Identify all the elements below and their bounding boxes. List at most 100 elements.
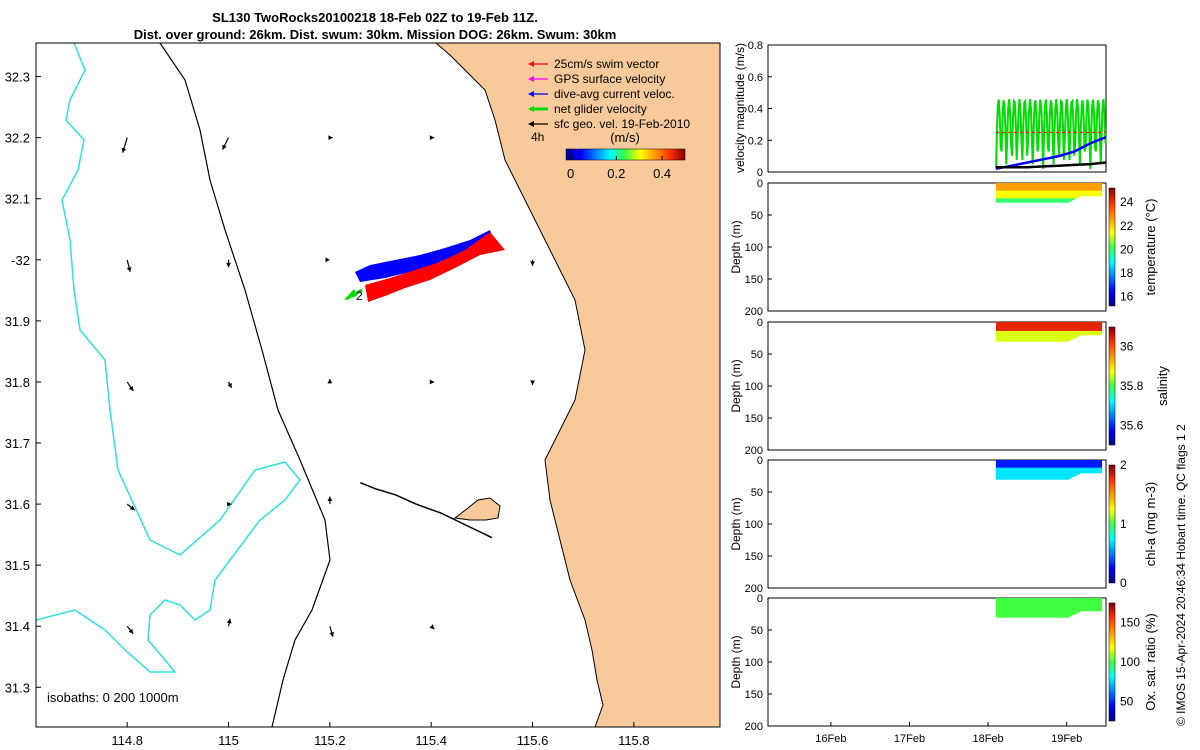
velocity-y-ticks: 0 0.2 0.4 0.6 0.8	[748, 40, 772, 179]
geo-vectors	[121, 135, 535, 637]
geo-vector-head	[226, 618, 232, 624]
depth-tick-label: 50	[751, 487, 763, 499]
colorbar-tick-label: 16	[1120, 290, 1134, 304]
depth-tick-label: 200	[745, 445, 763, 457]
depth-colorbar	[1108, 326, 1116, 446]
map-y-tick-label: 31.9	[5, 314, 30, 329]
section-cell	[995, 606, 1103, 609]
geo-vector-head	[429, 135, 435, 141]
section-cell	[995, 468, 1103, 471]
map-y-tick-label: -32	[11, 253, 30, 268]
depth-colorbar	[1108, 602, 1116, 722]
depth-tick-label: 50	[751, 625, 763, 637]
time-marker-label: 4h	[531, 130, 544, 144]
section-cell	[995, 322, 1103, 324]
section-cell	[995, 601, 1103, 604]
colorbar-label: salinity	[1155, 366, 1170, 406]
legend-swatch-head	[528, 121, 534, 127]
colorbar-tick-label: 35.8	[1120, 379, 1144, 393]
velocity-y-tick-label: 0.4	[748, 104, 763, 116]
depth-tick-label: 150	[745, 551, 763, 563]
colorbar-tick-label: 100	[1120, 655, 1140, 669]
geo-vector-head	[327, 378, 333, 384]
depth-tick-label: 0	[757, 178, 763, 190]
depth-tick-label: 100	[745, 519, 763, 531]
section-data	[995, 322, 1103, 342]
depth-ylabel: Depth (m)	[729, 497, 743, 550]
section-cell	[995, 614, 1073, 617]
depth-tick-label: 0	[757, 593, 763, 605]
section-cell	[995, 338, 1073, 341]
geo-vector-head	[329, 631, 334, 637]
depth-tick-label: 0	[757, 455, 763, 467]
section-cell	[995, 612, 1078, 614]
section-cell	[995, 608, 1103, 611]
colorbar-unit-label: (m/s)	[610, 130, 640, 145]
section-cell	[995, 324, 1103, 327]
colorbar-tick-label: 0	[1120, 576, 1127, 590]
geo-vector-head	[429, 379, 435, 385]
colorbar-label: chl-a (mg m-3)	[1143, 482, 1158, 567]
map-frame	[35, 42, 721, 728]
section-cell	[995, 463, 1103, 466]
map-colorbar-tick-label: 0.4	[653, 166, 671, 181]
isobath-200-line	[159, 43, 331, 727]
section-cell	[995, 609, 1103, 612]
velocity-y-tick-label: 0.2	[748, 135, 763, 147]
section-cell	[995, 323, 1103, 326]
legend-label: 25cm/s swim vector	[554, 57, 659, 71]
depth-ylabel: Depth (m)	[729, 220, 743, 273]
section-cell	[995, 462, 1103, 465]
geo-vector-head	[128, 385, 134, 391]
section-cell	[995, 193, 1103, 196]
geo-vector-head	[121, 147, 127, 153]
map-x-tick-label: 114.8	[111, 733, 143, 748]
depth-ylabel: Depth (m)	[729, 635, 743, 688]
time-tick-label: 19Feb	[1051, 733, 1082, 745]
map-x-tick-label: 115.2	[314, 733, 346, 748]
map-colorbar-ticks: 0 0.2 0.4	[567, 156, 671, 181]
section-cell	[995, 337, 1075, 340]
glider-track: 2	[344, 230, 505, 539]
depth-tick-label: 100	[745, 242, 763, 254]
current-velocity-series	[995, 135, 1107, 171]
map-y-tick-label: 32.1	[5, 192, 30, 207]
section-cell	[995, 188, 1103, 190]
current-vector-fan	[355, 230, 492, 282]
colorbar-tick-label: 1	[1120, 517, 1127, 531]
section-data	[995, 460, 1103, 480]
depth-panel: 0 50 100 150 200 Depth (m) 0 1 2 chl-a (mg m-3)	[729, 455, 1158, 595]
depth-ylabel: Depth (m)	[729, 359, 743, 412]
section-cell	[995, 186, 1103, 189]
map-y-tick-label: 32.2	[5, 131, 30, 146]
depth-tick-label: 200	[745, 583, 763, 595]
net-velocity-arrowhead	[344, 289, 357, 300]
depth-panel: 0 50 100 150 200 Depth (m) 35.6 35.8 36 salinity	[729, 317, 1170, 457]
section-cell	[995, 199, 1073, 202]
section-cell	[995, 598, 1103, 600]
legend-label: net glider velocity	[554, 102, 647, 116]
geo-vector-head	[530, 261, 535, 266]
section-cell	[995, 329, 1103, 332]
section-cell	[995, 461, 1103, 464]
section-cell	[995, 467, 1103, 470]
section-cell	[995, 185, 1103, 188]
section-cell	[995, 613, 1075, 616]
geo-vector-head	[227, 382, 232, 388]
section-cell	[995, 471, 1103, 474]
map-y-tick-label: 31.3	[5, 680, 30, 695]
colorbar-tick-label: 22	[1120, 219, 1134, 233]
isobath-1000-line	[36, 43, 301, 673]
legend-swatch-head	[528, 76, 534, 82]
legend-swatch-head	[528, 91, 534, 97]
section-cell	[995, 333, 1103, 336]
net-glider-track	[360, 482, 493, 539]
section-cell	[995, 466, 1103, 469]
map-y-tick-label: 31.5	[5, 558, 30, 573]
time-axis: 16Feb 17Feb 18Feb 19Feb	[815, 722, 1082, 745]
section-cell	[995, 475, 1075, 478]
depth-panel: 0 50 100 150 200 Depth (m) 16 18 20 22 24 temperatu…	[729, 178, 1158, 318]
swim-vector-fan	[365, 232, 505, 302]
colorbar-label: Ox. sat. ratio (%)	[1143, 613, 1158, 711]
